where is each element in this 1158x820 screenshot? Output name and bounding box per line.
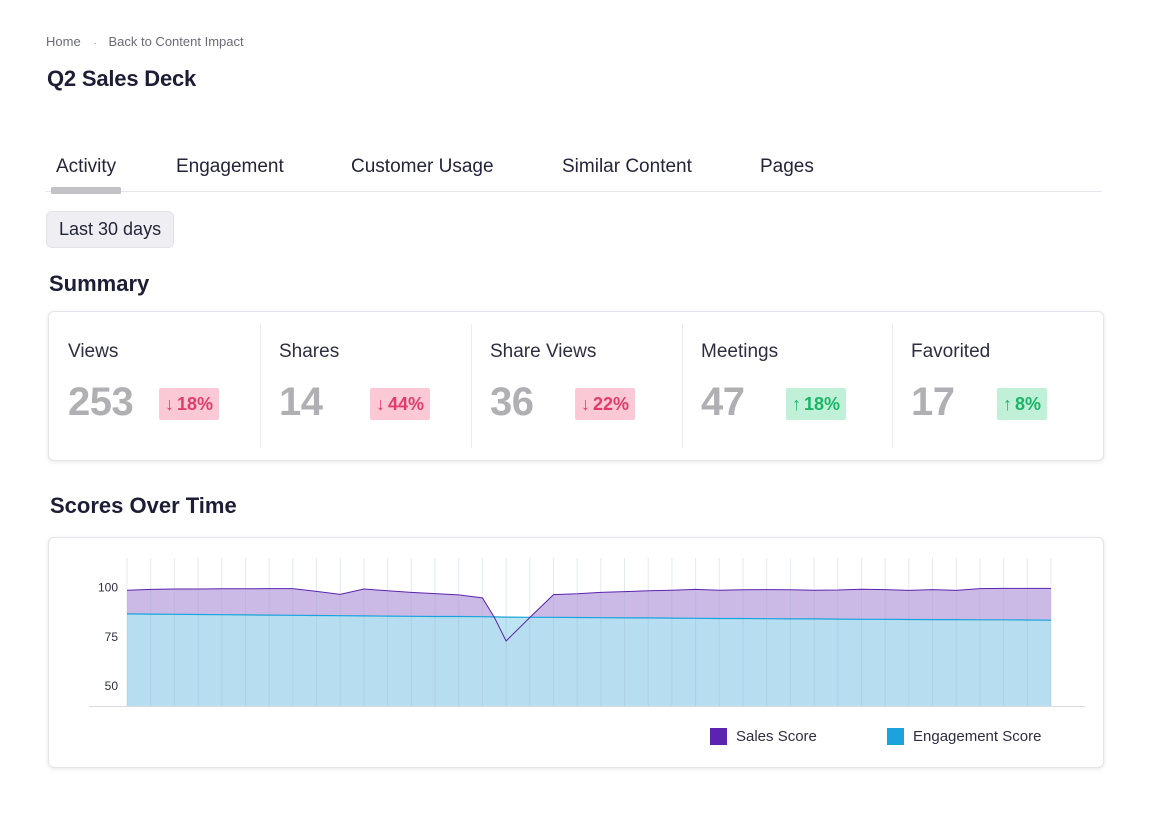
metric-divider [260,324,261,448]
metric-value: 253 [68,380,134,424]
tab-label: Activity [56,156,117,177]
metric-change-badge: ↑ 18% [786,388,847,420]
tab-pages[interactable]: Pages [760,156,814,191]
engagement-score-area [127,613,1051,706]
metric-value: 36 [490,380,534,424]
active-tab-indicator [51,187,122,194]
tab-label: Customer Usage [351,156,494,177]
tab-bar: Activity Engagement Customer Usage Simil… [46,156,1102,194]
tab-label: Engagement [176,156,284,177]
legend-swatch [710,728,727,745]
scores-area-chart: 100 75 50 [89,558,1085,707]
y-tick-label: 75 [105,630,119,644]
metric-change-value: 18% [177,393,214,414]
legend-item-engagement-score: Engagement Score [887,728,1041,745]
arrow-down-icon: ↓ [165,393,174,414]
metric-label: Favorited [911,341,991,362]
metric-divider [892,324,893,448]
tab-customer-usage[interactable]: Customer Usage [351,156,494,191]
y-tick-label: 100 [98,580,118,594]
metric-label: Shares [279,341,340,362]
metric-views: Views 253 ↓ 18% [68,324,258,448]
metric-change-value: 18% [804,393,841,414]
metric-change-value: 44% [388,393,425,414]
engagement-score-line [126,613,1052,621]
legend-item-sales-score: Sales Score [710,728,817,745]
arrow-down-icon: ↓ [376,393,385,414]
metric-value: 47 [701,380,745,424]
legend-label: Sales Score [736,728,817,745]
summary-card: Views 253 ↓ 18% Shares 14 ↓ 44% Share Vi… [48,311,1104,461]
y-tick-label: 50 [105,679,119,693]
scores-chart-card: 100 75 50 Sales Score Engagement Score [48,537,1104,768]
metric-label: Meetings [701,341,779,362]
metric-change-badge: ↑ 8% [997,388,1048,420]
breadcrumb-separator: . [93,36,97,47]
legend-swatch [887,728,904,745]
metric-change-value: 8% [1015,393,1042,414]
metric-share-views: Share Views 36 ↓ 22% [490,324,680,448]
tab-label: Similar Content [562,156,692,177]
metric-label: Share Views [490,341,597,362]
metric-shares: Shares 14 ↓ 44% [279,324,469,448]
legend-label: Engagement Score [913,728,1042,745]
arrow-down-icon: ↓ [581,393,590,414]
breadcrumb: Home . Back to Content Impact [46,34,244,49]
summary-heading: Summary [49,271,150,296]
tab-activity[interactable]: Activity [51,156,122,194]
metric-value: 14 [279,380,323,424]
metric-value: 17 [911,380,955,424]
metric-meetings: Meetings 47 ↑ 18% [701,324,891,448]
metric-label: Views [68,341,119,362]
breadcrumb-back-link[interactable]: Back to Content Impact [108,34,244,49]
metric-favorited: Favorited 17 ↑ 8% [911,324,1101,448]
metric-divider [682,324,683,448]
tab-engagement[interactable]: Engagement [176,156,284,191]
sales-score-line [126,587,1051,642]
tab-similar-content[interactable]: Similar Content [562,156,692,191]
date-range-button[interactable]: Last 30 days [46,211,175,248]
metric-change-badge: ↓ 22% [575,388,636,420]
scores-over-time-heading: Scores Over Time [50,493,237,518]
page-title: Q2 Sales Deck [47,66,197,91]
arrow-up-icon: ↑ [1003,393,1012,414]
metric-change-value: 22% [593,393,630,414]
arrow-up-icon: ↑ [792,393,801,414]
breadcrumb-home-link[interactable]: Home [46,34,81,49]
metric-change-badge: ↓ 18% [159,388,220,420]
tab-label: Pages [760,156,814,177]
metric-change-badge: ↓ 44% [370,388,431,420]
metric-divider [471,324,472,448]
